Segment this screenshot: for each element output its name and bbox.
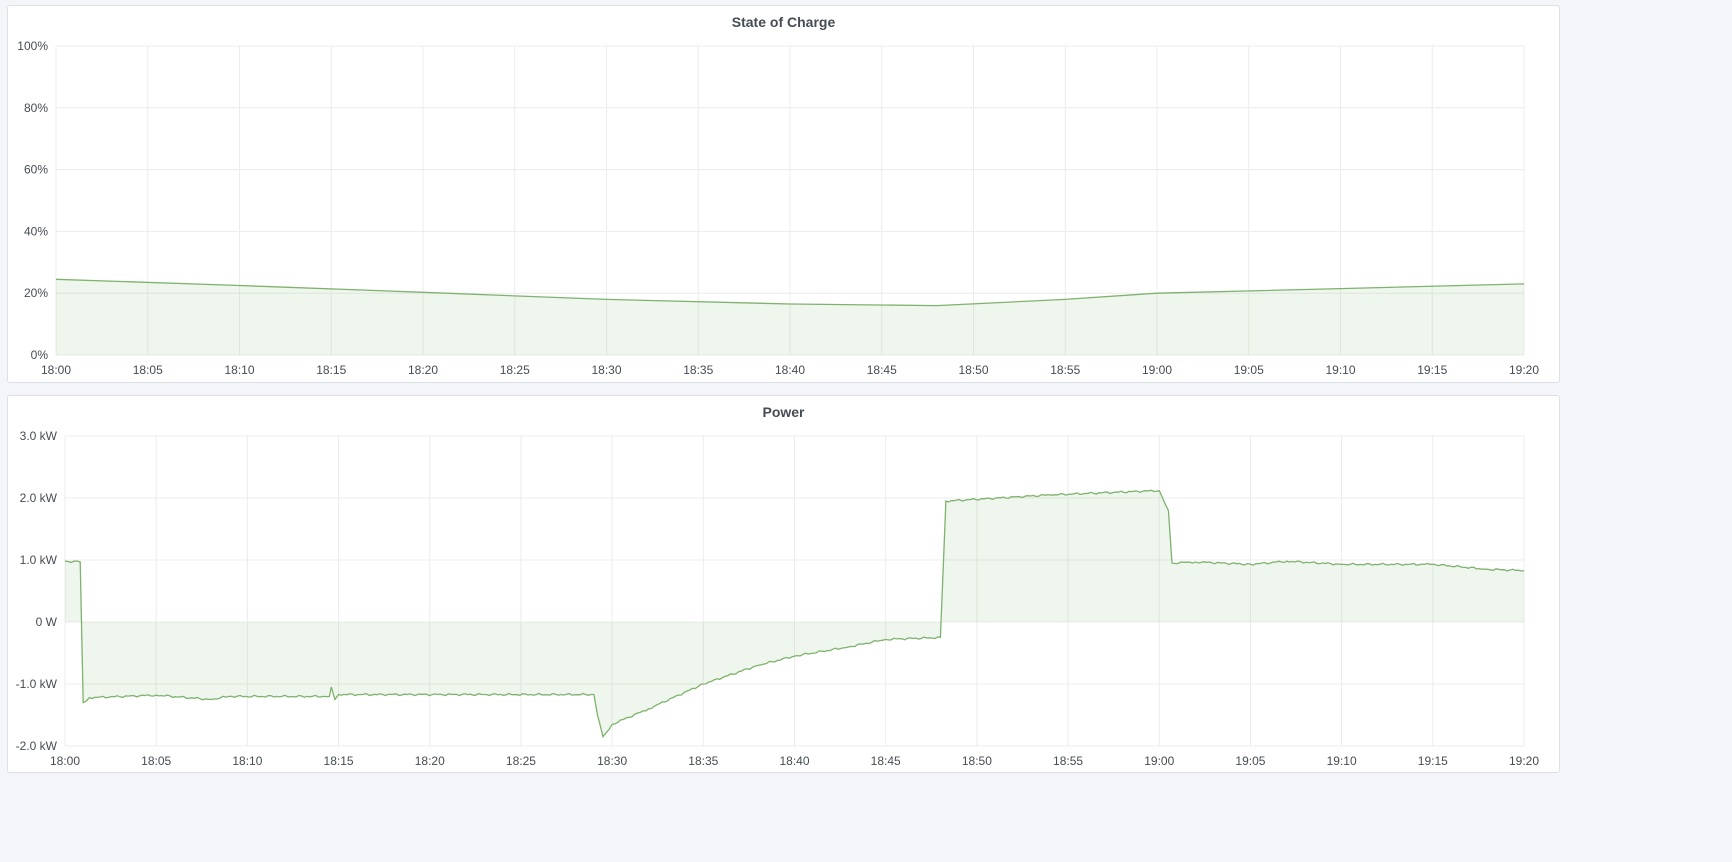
x-tick-label: 18:45: [871, 754, 901, 768]
x-tick-label: 18:35: [688, 754, 718, 768]
x-tick-label: 18:15: [324, 754, 354, 768]
y-tick-label: 1.0 kW: [20, 553, 58, 567]
x-tick-label: 19:15: [1417, 363, 1447, 377]
y-tick-label: 100%: [17, 39, 48, 53]
y-tick-label: 60%: [24, 163, 48, 177]
x-tick-label: 19:20: [1509, 363, 1539, 377]
series-line: [64, 489, 1525, 739]
y-tick-label: 20%: [24, 286, 48, 300]
x-tick-label: 18:50: [958, 363, 988, 377]
y-tick-label: -1.0 kW: [16, 677, 58, 691]
y-tick-label: 80%: [24, 101, 48, 115]
x-tick-label: 19:05: [1235, 754, 1265, 768]
x-tick-label: 18:55: [1053, 754, 1083, 768]
series-area: [65, 490, 1524, 737]
x-tick-label: 18:55: [1050, 363, 1080, 377]
y-tick-label: 0%: [31, 348, 49, 362]
x-tick-label: 18:00: [50, 754, 80, 768]
x-tick-label: 18:20: [415, 754, 445, 768]
power-chart: -2.0 kW -1.0 kW 0 W 1.0 kW 2.0 kW 3.0 kW 18:00…: [16, 429, 1540, 768]
x-tick-label: 18:40: [779, 754, 809, 768]
x-tick-label: 18:00: [41, 363, 71, 377]
x-tick-label: 18:30: [597, 754, 627, 768]
x-tick-label: 19:00: [1142, 363, 1172, 377]
y-tick-label: 2.0 kW: [20, 491, 58, 505]
x-tick-label: 18:50: [962, 754, 992, 768]
x-tick-label: 18:30: [591, 363, 621, 377]
x-tick-label: 18:05: [133, 363, 163, 377]
y-tick-label: 0 W: [36, 615, 58, 629]
x-tick-label: 18:40: [775, 363, 805, 377]
x-tick-label: 18:45: [867, 363, 897, 377]
panel-state-of-charge: State of Charge 0% 20% 40% 60% 80% 100% 18:00 1…: [7, 5, 1560, 383]
x-tick-label: 18:15: [316, 363, 346, 377]
x-tick-label: 19:10: [1327, 754, 1357, 768]
x-tick-label: 18:20: [408, 363, 438, 377]
x-tick-label: 19:00: [1144, 754, 1174, 768]
y-tick-label: 3.0 kW: [20, 429, 58, 443]
y-tick-label: 40%: [24, 224, 48, 238]
x-tick-label: 19:05: [1234, 363, 1264, 377]
x-tick-label: 18:10: [232, 754, 262, 768]
y-tick-label: -2.0 kW: [16, 739, 58, 753]
x-tick-label: 18:35: [683, 363, 713, 377]
panel-power: Power -2.0 kW -1.0 kW 0 W 1.0 kW 2.0 kW 3.0 k…: [7, 395, 1560, 773]
x-tick-label: 18:05: [141, 754, 171, 768]
panel-title[interactable]: State of Charge: [731, 14, 836, 30]
series-line: [55, 278, 1525, 307]
soc-chart: 0% 20% 40% 60% 80% 100% 18:00 18:05 18:10 18:15 18…: [17, 39, 1539, 377]
series-area: [56, 279, 1524, 355]
x-tick-label: 19:10: [1325, 363, 1355, 377]
x-tick-label: 18:10: [224, 363, 254, 377]
x-tick-label: 18:25: [506, 754, 536, 768]
x-tick-label: 18:25: [500, 363, 530, 377]
x-tick-label: 19:15: [1418, 754, 1448, 768]
x-tick-label: 19:20: [1509, 754, 1539, 768]
panel-title[interactable]: Power: [762, 404, 805, 420]
